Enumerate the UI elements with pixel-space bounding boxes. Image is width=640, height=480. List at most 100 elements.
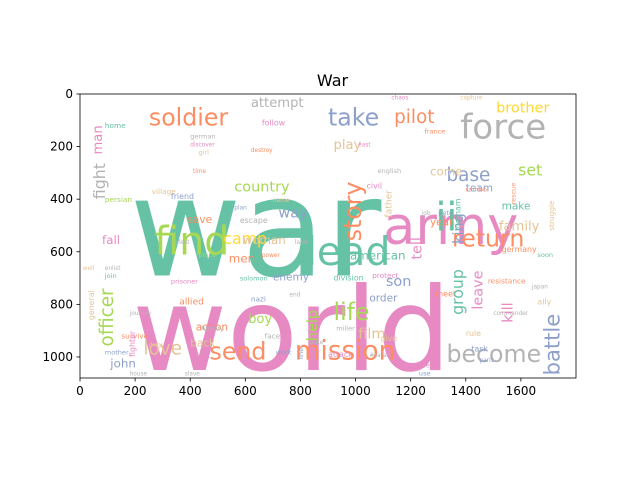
word-112: battle bbox=[539, 314, 564, 376]
word-42: germany bbox=[502, 245, 537, 254]
word-100: destroy bbox=[251, 148, 273, 154]
word-24: play bbox=[334, 138, 362, 153]
word-6: ii bbox=[435, 195, 457, 241]
word-14: return bbox=[452, 225, 524, 253]
word-67: name bbox=[273, 198, 290, 204]
x-tick-label-8: 1600 bbox=[506, 384, 537, 398]
word-59: mother bbox=[105, 348, 129, 356]
plot-area bbox=[80, 94, 576, 378]
word-64: girl bbox=[198, 148, 209, 156]
y-tick-label-2: 400 bbox=[50, 192, 73, 206]
word-75: begin bbox=[422, 361, 440, 369]
word-41: film bbox=[358, 327, 385, 343]
x-tick-label-5: 1000 bbox=[340, 384, 371, 398]
word-20: attempt bbox=[251, 96, 304, 111]
word-108: tell bbox=[410, 237, 426, 260]
word-37: john bbox=[109, 356, 136, 370]
word-18: camp bbox=[223, 229, 267, 248]
word-113: help bbox=[305, 310, 321, 341]
x-tick-label-1: 200 bbox=[124, 384, 147, 398]
word-65: german bbox=[190, 133, 215, 141]
word-82: pete bbox=[438, 209, 453, 217]
word-77: commander bbox=[493, 311, 528, 317]
word-29: men bbox=[229, 251, 255, 265]
word-33: fall bbox=[102, 233, 120, 247]
word-85: france bbox=[424, 127, 445, 135]
word-74: rule bbox=[466, 329, 481, 338]
word-105: man bbox=[91, 125, 106, 154]
word-119: struggle bbox=[547, 200, 556, 231]
word-26: son bbox=[386, 274, 412, 290]
word-4: lead bbox=[306, 229, 390, 275]
word-58: duty bbox=[149, 342, 163, 348]
word-52: solomon bbox=[240, 275, 268, 283]
word-62: home bbox=[105, 121, 126, 130]
word-115: fighter bbox=[128, 330, 137, 357]
y-tick-label-1: 200 bbox=[50, 140, 73, 154]
word-103: land bbox=[295, 240, 308, 246]
word-11: become bbox=[446, 340, 541, 368]
y-tick-label-4: 800 bbox=[50, 297, 73, 311]
word-53: nazi bbox=[251, 295, 266, 304]
word-10: send bbox=[210, 338, 267, 366]
chart-title: War bbox=[317, 71, 349, 90]
word-93: discover bbox=[190, 143, 215, 149]
word-23: set bbox=[518, 161, 542, 180]
x-tick-label-3: 600 bbox=[234, 384, 257, 398]
word-72: miller bbox=[336, 325, 355, 333]
word-25: come bbox=[430, 165, 463, 179]
word-32: save bbox=[187, 214, 212, 226]
word-116: father bbox=[383, 190, 394, 218]
word-21: american bbox=[350, 249, 405, 263]
word-0: war bbox=[130, 149, 383, 308]
x-tick-label-7: 1400 bbox=[451, 384, 482, 398]
word-27: order bbox=[369, 293, 398, 305]
word-13: love bbox=[143, 338, 182, 359]
word-31: woman bbox=[243, 233, 286, 247]
word-63: time bbox=[193, 169, 207, 175]
word-49: escape bbox=[240, 216, 268, 225]
word-69: attack bbox=[328, 350, 353, 359]
word-102: end bbox=[289, 292, 300, 298]
word-76: use bbox=[419, 369, 431, 377]
word-94: defeat bbox=[171, 240, 190, 246]
word-110: leave bbox=[470, 270, 486, 309]
word-39: action bbox=[196, 322, 228, 334]
word-90: chaos bbox=[391, 95, 408, 101]
word-50: follow bbox=[262, 119, 286, 128]
word-104: fight bbox=[90, 163, 109, 199]
word-109: group bbox=[448, 269, 467, 315]
word-19: country bbox=[234, 179, 290, 195]
y-tick-label-0: 0 bbox=[65, 87, 73, 101]
word-73: task bbox=[471, 345, 488, 354]
word-86: english bbox=[378, 167, 402, 175]
x-tick-label-6: 1200 bbox=[395, 384, 426, 398]
word-87: civil bbox=[367, 182, 383, 191]
word-71: give bbox=[380, 334, 397, 343]
word-68: state bbox=[309, 340, 324, 346]
word-70: work bbox=[276, 348, 292, 356]
word-117: vietnam bbox=[453, 198, 462, 230]
word-17: brother bbox=[496, 100, 549, 116]
word-81: meet bbox=[435, 289, 455, 298]
word-38: back bbox=[190, 337, 216, 349]
word-80: ally bbox=[537, 297, 551, 306]
word-118: rescue bbox=[509, 183, 517, 205]
word-92: friend bbox=[171, 192, 194, 201]
word-106: officer bbox=[97, 288, 118, 347]
word-15: base bbox=[446, 165, 490, 186]
word-8: soldier bbox=[149, 104, 229, 132]
word-120: line bbox=[297, 348, 305, 360]
word-78: paris bbox=[480, 358, 494, 364]
word-79: japan bbox=[531, 285, 548, 291]
word-35: team bbox=[466, 182, 493, 194]
word-97: well bbox=[83, 266, 95, 272]
word-48: place bbox=[198, 251, 216, 259]
word-66: plan bbox=[234, 206, 247, 212]
word-54: face bbox=[265, 332, 281, 341]
word-60: join bbox=[104, 272, 117, 280]
word-28: boy bbox=[248, 312, 272, 327]
plot-frame bbox=[79, 93, 577, 379]
x-tick-label-0: 0 bbox=[76, 384, 84, 398]
